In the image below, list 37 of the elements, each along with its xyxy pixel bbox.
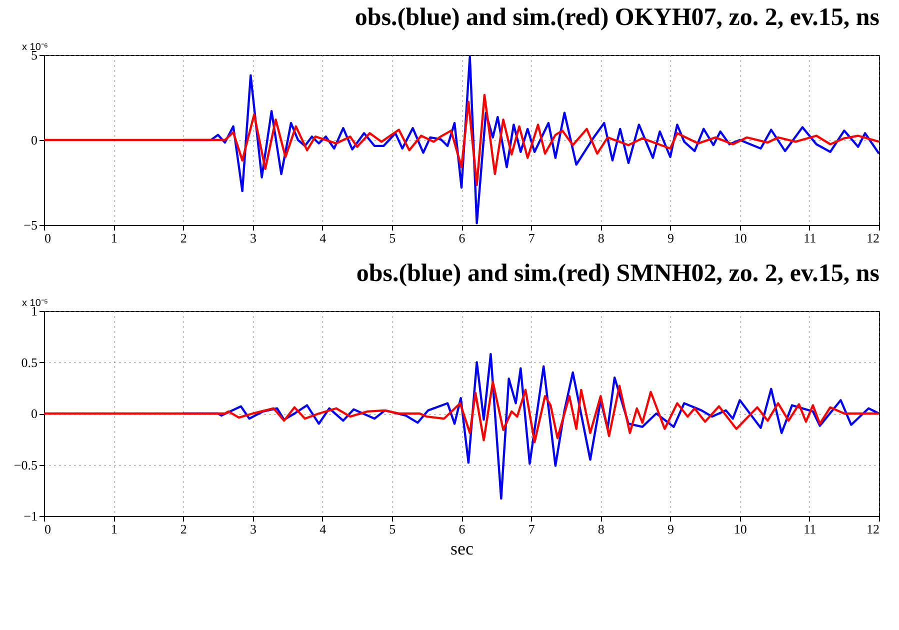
x-tick-label: 9 bbox=[668, 522, 674, 536]
y-tick-label: 0 bbox=[31, 406, 38, 421]
x-tick-label: 8 bbox=[598, 522, 604, 536]
x-tick-label: 4 bbox=[320, 522, 327, 536]
x-tick-label: 7 bbox=[528, 522, 536, 536]
x-tick-label: 1 bbox=[110, 522, 118, 536]
x-tick-label: 3 bbox=[250, 522, 256, 536]
x-axis-title: sec bbox=[450, 538, 474, 558]
x-tick-label: 2 bbox=[180, 522, 187, 536]
x-tick-label: 12 bbox=[866, 522, 880, 536]
x-tick-label: 10 bbox=[734, 522, 747, 536]
x-tick-label: 6 bbox=[458, 230, 466, 246]
x-tick-label: 2 bbox=[180, 230, 187, 246]
x-tick-label: 11 bbox=[804, 522, 816, 536]
x-tick-label: 11 bbox=[804, 230, 816, 246]
x-tick-label: 5 bbox=[389, 522, 396, 536]
chart-title: obs.(blue) and sim.(red) OKYH07, zo. 2, ev.15, ns bbox=[354, 4, 880, 31]
x-tick-label: 1 bbox=[110, 230, 118, 246]
x-tick-label: 7 bbox=[528, 230, 536, 246]
x-tick-label: 3 bbox=[250, 230, 256, 246]
x-tick-label: 12 bbox=[866, 230, 880, 246]
x-tick-label: 0 bbox=[44, 230, 51, 246]
line-series bbox=[44, 380, 879, 444]
x-tick-label: 6 bbox=[458, 522, 466, 536]
x-tick-label: 8 bbox=[598, 230, 604, 246]
x-tick-label: 4 bbox=[320, 230, 327, 246]
y-tick-label: −5 bbox=[24, 218, 38, 232]
x-tick-label: 0 bbox=[44, 522, 51, 536]
y-tick-label: −0.5 bbox=[14, 457, 38, 472]
x-tick-label: 10 bbox=[734, 230, 747, 246]
x-tick-label: 9 bbox=[668, 230, 674, 246]
x-tick-label: 5 bbox=[389, 230, 396, 246]
chart-title: obs.(blue) and sim.(red) SMNH02, zo. 2, ev.15, ns bbox=[356, 260, 880, 287]
y-tick-label: 0 bbox=[31, 132, 38, 148]
y-tick-label: 0.5 bbox=[21, 354, 38, 370]
line-series bbox=[44, 94, 879, 186]
y-tick-label: −1 bbox=[24, 508, 38, 524]
